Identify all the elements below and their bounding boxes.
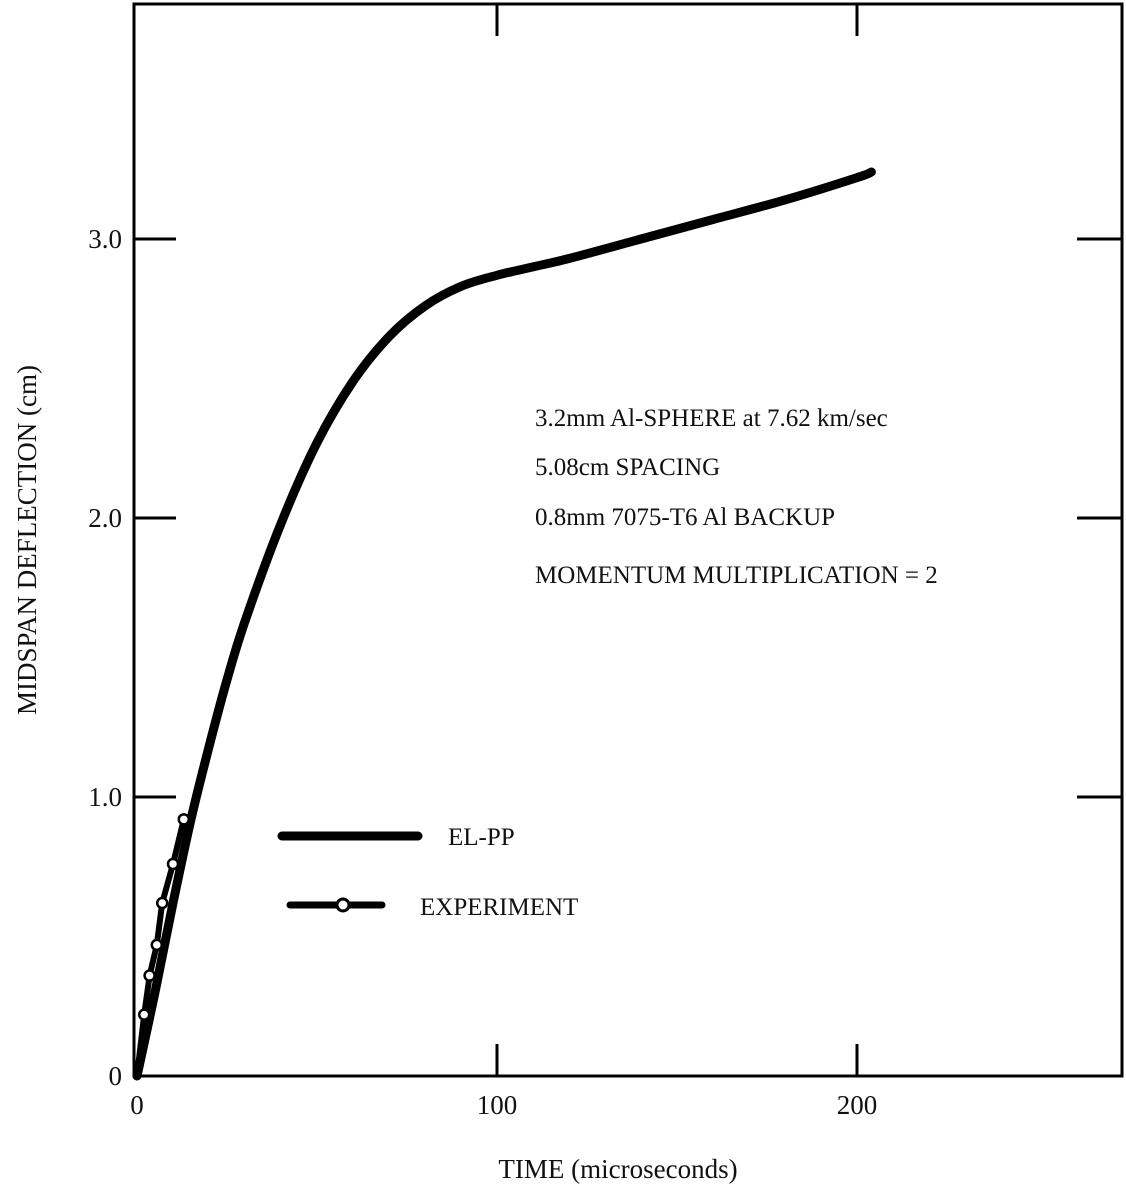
x-axis-title: TIME (microseconds) bbox=[498, 1154, 737, 1184]
y-tick-label-0: 0 bbox=[109, 1061, 123, 1091]
y-axis-ticks: 0 1.0 2.0 3.0 bbox=[88, 224, 1122, 1091]
annotation-line-4: MOMENTUM MULTIPLICATION = 2 bbox=[535, 562, 938, 589]
annotation-line-2: 5.08cm SPACING bbox=[535, 454, 720, 481]
experiment-point-3 bbox=[150, 938, 164, 952]
experiment-point-1 bbox=[137, 1008, 151, 1021]
experiment-point-2 bbox=[143, 969, 156, 982]
y-tick-label-2.0: 2.0 bbox=[88, 503, 122, 533]
series-el-pp-line bbox=[132, 167, 876, 1081]
experiment-point-5 bbox=[166, 857, 180, 871]
experiment-point-4 bbox=[155, 896, 169, 910]
legend-experiment-label: EXPERIMENT bbox=[420, 894, 578, 921]
x-tick-label-200: 200 bbox=[837, 1090, 878, 1120]
annotation-line-3: 0.8mm 7075-T6 Al BACKUP bbox=[535, 504, 835, 531]
experiment-point-6 bbox=[177, 813, 191, 826]
y-axis-title: MIDSPAN DEFLECTION (cm) bbox=[12, 365, 42, 715]
legend: EL-PP EXPERIMENT bbox=[277, 824, 578, 921]
legend-el-pp-label: EL-PP bbox=[448, 824, 515, 851]
annotation-block: 3.2mm Al-SPHERE at 7.62 km/sec 5.08cm SP… bbox=[535, 405, 938, 589]
x-tick-label-100: 100 bbox=[477, 1090, 518, 1120]
plot-frame bbox=[132, 2, 1124, 1078]
legend-experiment-marker bbox=[335, 897, 351, 913]
x-tick-label-0: 0 bbox=[130, 1090, 144, 1120]
annotation-line-1: 3.2mm Al-SPHERE at 7.62 km/sec bbox=[535, 405, 888, 432]
y-tick-label-3.0: 3.0 bbox=[88, 224, 122, 254]
series-layer bbox=[132, 167, 876, 1081]
x-axis-ticks: 0 100 200 bbox=[130, 4, 877, 1120]
y-tick-label-1.0: 1.0 bbox=[88, 782, 122, 812]
